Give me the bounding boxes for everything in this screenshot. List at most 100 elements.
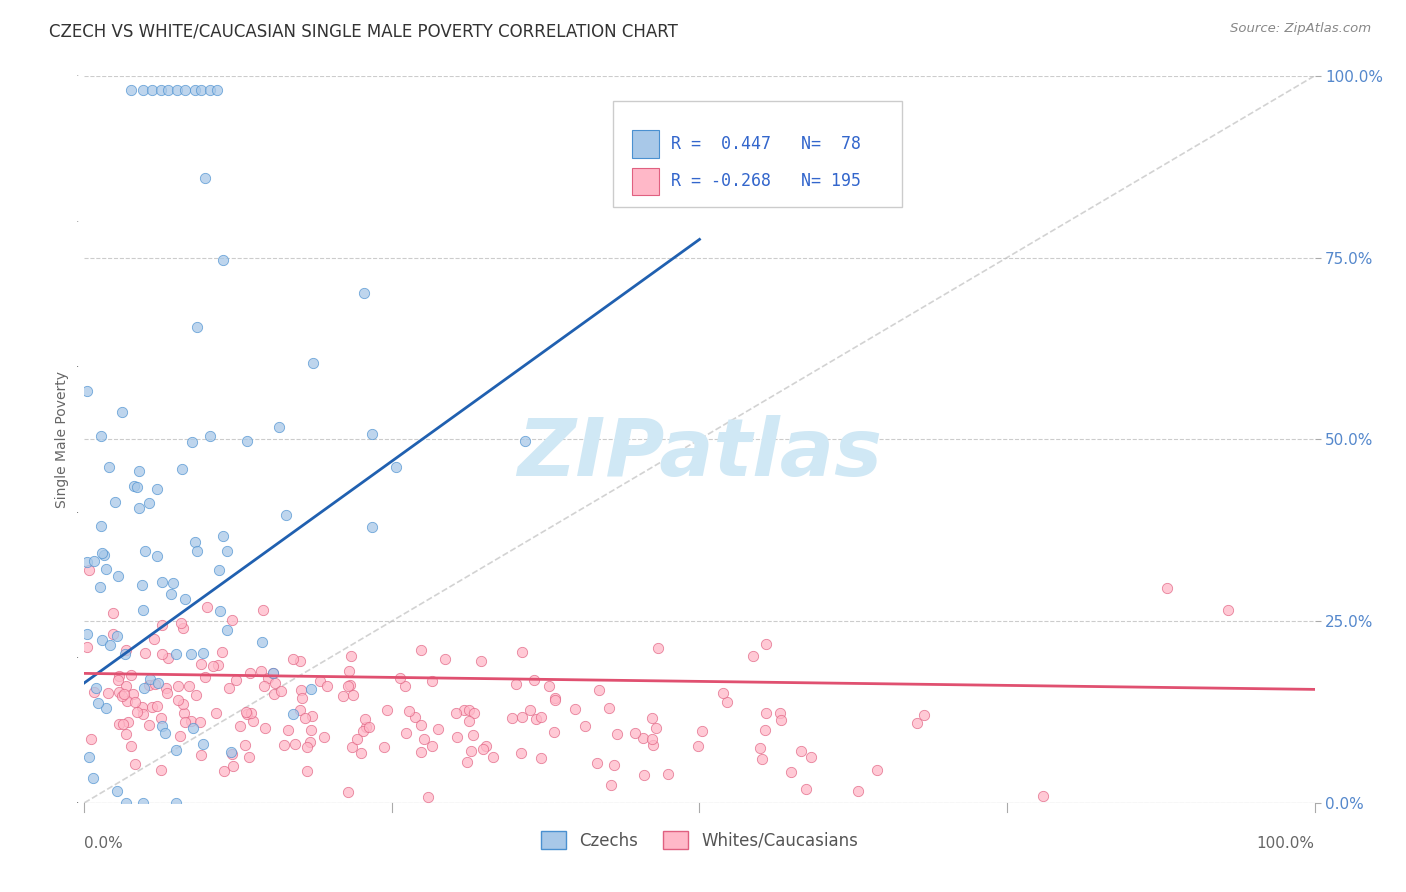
Bar: [631, 130, 659, 158]
Point: [80, 732, 103, 747]
Point: [188, 714, 211, 729]
Point: [127, 480, 149, 494]
Point: [194, 670, 217, 684]
Point: [360, 426, 382, 441]
Point: [200, 428, 222, 442]
Point: [219, 746, 242, 760]
Point: [233, 738, 256, 752]
Point: [544, 691, 567, 706]
Legend: Czechs, Whites/Caucasians: Czechs, Whites/Caucasians: [534, 825, 865, 856]
Point: [225, 673, 247, 688]
Point: [96, 562, 118, 576]
Point: [463, 728, 485, 742]
Point: [416, 789, 439, 804]
Point: [134, 647, 156, 661]
Point: [76, 640, 98, 654]
Point: [236, 434, 259, 449]
Point: [211, 645, 233, 659]
Point: [606, 726, 628, 740]
Point: [794, 781, 817, 796]
Point: [173, 592, 195, 607]
Point: [138, 678, 160, 692]
Point: [342, 688, 364, 702]
Point: [755, 637, 778, 651]
Point: [389, 671, 412, 685]
Point: [107, 673, 129, 687]
Point: [174, 83, 197, 97]
Point: [193, 646, 215, 660]
Point: [105, 629, 128, 643]
Point: [769, 706, 792, 720]
Point: [643, 738, 665, 752]
Point: [195, 600, 218, 615]
Point: [426, 722, 449, 736]
Point: [1032, 789, 1054, 803]
Point: [298, 735, 321, 749]
Point: [537, 679, 560, 693]
Point: [180, 714, 202, 729]
Point: [190, 83, 212, 97]
Point: [181, 722, 204, 736]
Point: [352, 724, 374, 739]
Point: [157, 83, 180, 97]
Point: [295, 740, 318, 755]
Point: [162, 576, 184, 591]
Point: [186, 319, 208, 334]
Point: [87, 696, 110, 710]
Point: [115, 727, 138, 741]
Point: [122, 479, 145, 493]
Point: [82, 771, 104, 785]
Point: [346, 731, 368, 746]
Point: [647, 641, 669, 656]
Point: [238, 749, 260, 764]
Point: [716, 695, 738, 709]
Point: [125, 705, 148, 719]
Point: [77, 750, 100, 764]
Point: [256, 671, 278, 685]
Point: [474, 739, 496, 753]
Point: [742, 648, 765, 663]
Y-axis label: Single Male Poverty: Single Male Poverty: [55, 371, 69, 508]
Point: [98, 638, 121, 652]
Point: [299, 723, 322, 737]
Point: [529, 751, 551, 765]
Text: R = -0.268   N= 195: R = -0.268 N= 195: [671, 172, 862, 191]
Point: [446, 706, 468, 721]
Point: [221, 613, 243, 627]
Point: [89, 580, 111, 594]
Point: [105, 783, 128, 797]
Point: [510, 746, 533, 760]
Point: [83, 685, 105, 699]
Point: [207, 658, 229, 673]
Point: [143, 677, 166, 691]
Point: [332, 690, 354, 704]
Point: [141, 699, 163, 714]
Point: [409, 717, 432, 731]
Point: [204, 706, 226, 720]
Point: [404, 710, 426, 724]
Point: [165, 743, 187, 757]
Point: [128, 464, 150, 478]
Point: [132, 796, 155, 810]
Point: [211, 528, 233, 542]
Point: [190, 748, 212, 763]
Point: [191, 737, 214, 751]
Point: [90, 632, 112, 647]
Point: [373, 740, 395, 755]
Point: [434, 652, 457, 666]
Point: [398, 704, 420, 718]
Point: [155, 681, 177, 695]
Point: [84, 681, 107, 695]
Point: [281, 707, 304, 722]
Point: [218, 681, 240, 696]
Point: [337, 665, 360, 679]
Point: [339, 678, 361, 692]
Point: [181, 435, 204, 450]
Point: [132, 706, 155, 721]
Point: [145, 482, 167, 496]
Point: [342, 739, 364, 754]
Point: [132, 83, 155, 97]
Point: [262, 666, 284, 681]
Point: [530, 710, 553, 724]
Point: [138, 718, 160, 732]
